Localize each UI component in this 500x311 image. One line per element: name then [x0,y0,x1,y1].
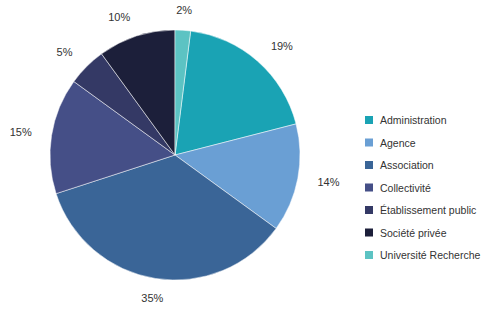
legend-swatch [365,116,373,124]
legend-label: Association [380,159,434,171]
legend-swatch [365,161,373,169]
legend-label: Agence [380,137,416,149]
legend-label: Établissement public [380,204,476,216]
legend-swatch [365,139,373,147]
data-label: 14% [317,176,339,188]
legend-swatch [365,229,373,237]
data-label: 2% [176,4,192,16]
legend-swatch [365,184,373,192]
legend-swatch [365,206,373,214]
chart-svg: 19%14%35%15%5%10%2%AdministrationAgenceA… [0,0,500,311]
data-label: 10% [108,11,130,23]
legend-label: Collectivité [380,182,431,194]
chart-container: 19%14%35%15%5%10%2%AdministrationAgenceA… [0,0,500,311]
pie-slice [175,30,191,155]
legend-swatch [365,251,373,259]
legend-label: Société privée [380,227,447,239]
legend-label: Administration [380,114,447,126]
pie-slice [102,30,175,155]
slices [50,30,300,280]
legend-label: Université Recherche [380,249,481,261]
data-label: 5% [57,46,73,58]
data-label: 19% [271,40,293,52]
data-label: 15% [10,126,32,138]
legend: Administration Agence Association Collectiv… [365,114,481,261]
data-labels: 19% 14% 35% 15% 5% 10% 2% [10,4,340,304]
data-label: 35% [141,292,163,304]
